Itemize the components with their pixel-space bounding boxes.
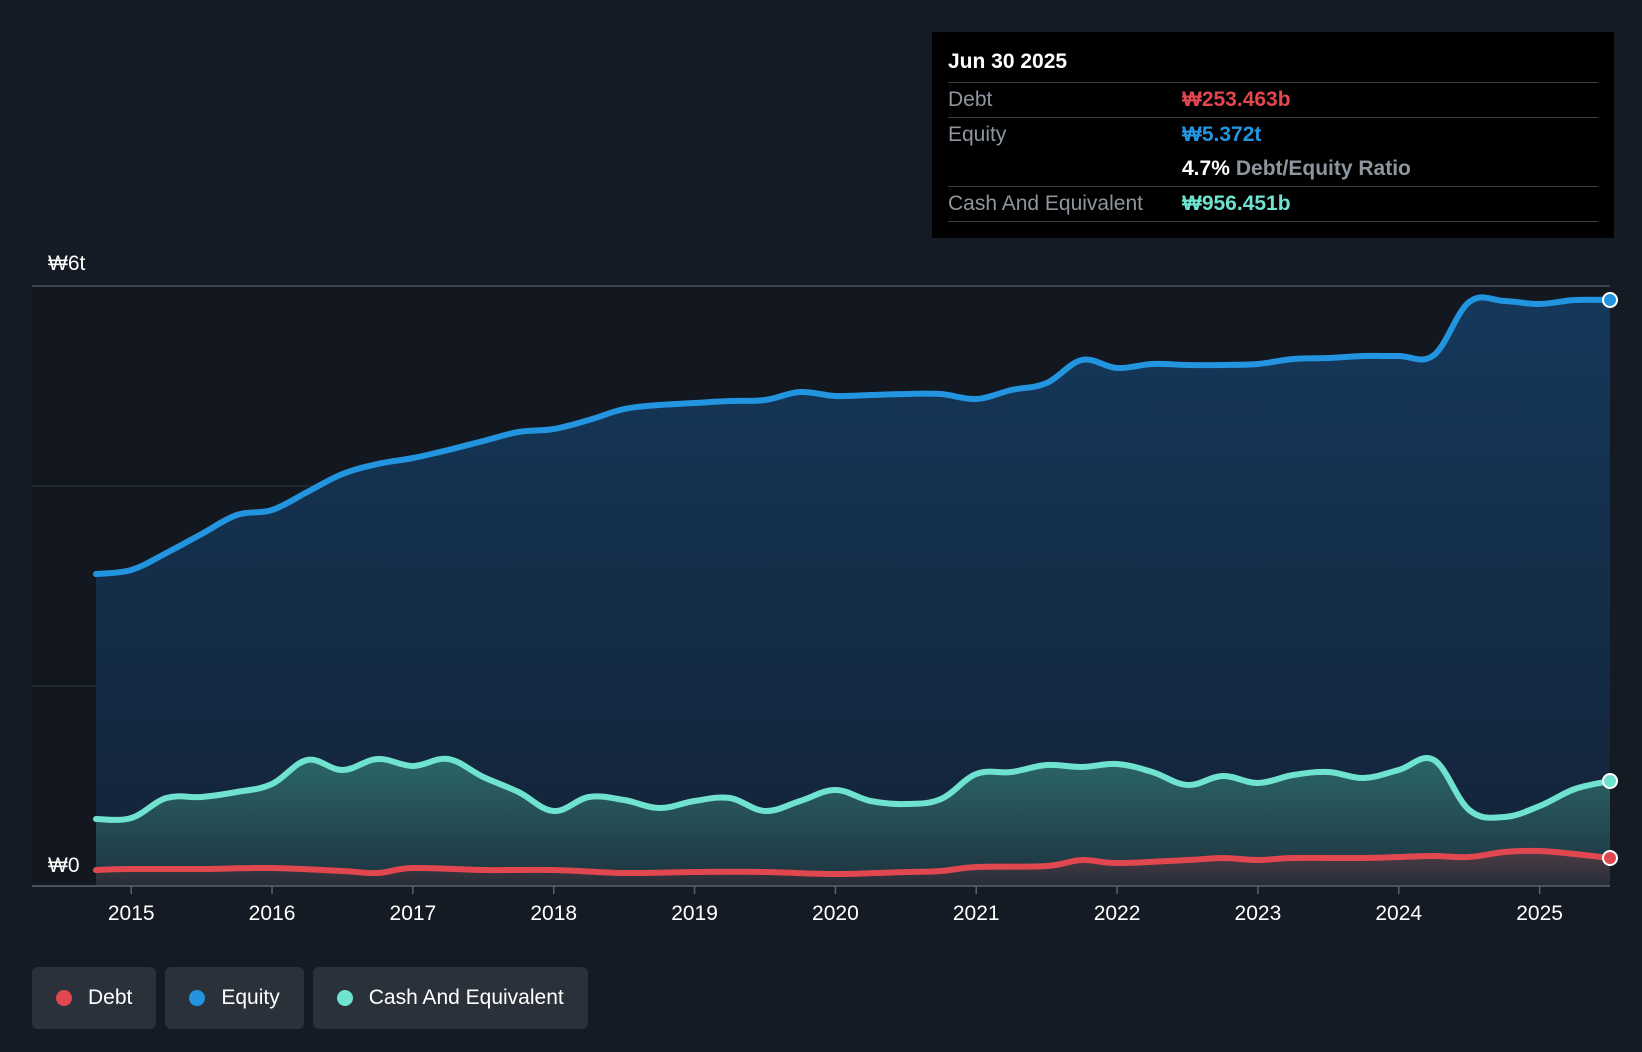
tooltip-equity-label: Equity [948,123,1007,146]
x-tick-label: 2021 [953,902,1000,925]
tooltip-row-equity: Equity ₩5.372t [948,118,1598,152]
debt-line [93,847,1613,877]
legend-label-debt: Debt [88,986,133,1009]
x-tick-label: 2020 [812,902,859,925]
legend-label-cash: Cash And Equivalent [368,986,564,1009]
tooltip-cash-label: Cash And Equivalent [948,192,1143,215]
y-tick-label: ₩0 [48,854,80,877]
legend-item-equity[interactable]: Equity [165,967,304,1029]
legend-dot-debt-icon [56,990,72,1006]
x-tick-label: 2017 [390,902,437,925]
legend-label-equity: Equity [221,986,280,1009]
cash-line [93,755,1613,823]
tooltip-cash-value: ₩956.451b [1182,192,1291,215]
y-tick-label: ₩6t [48,252,86,275]
cash-area [96,757,1610,886]
tooltip-debt-value: ₩253.463b [1182,88,1291,111]
x-tick-label: 2019 [671,902,718,925]
x-tick-label: 2023 [1235,902,1282,925]
legend-dot-equity-icon [189,990,206,1006]
debt-end-marker [1602,850,1618,866]
x-tick-label: 2018 [530,902,577,925]
end-markers [1602,292,1618,866]
legend-item-cash[interactable]: Cash And Equivalent [312,967,588,1029]
tooltip-panel: Jun 30 2025 Debt ₩253.463b Equity ₩5.372… [932,32,1614,238]
legend: Debt Equity Cash And Equivalent [32,967,588,1029]
tooltip-equity-value: ₩5.372t [1182,123,1262,146]
tooltip-row-ratio: 4.7% Debt/Equity Ratio [948,152,1598,187]
legend-item-debt[interactable]: Debt [32,967,157,1029]
tooltip-ratio-label: Debt/Equity Ratio [1235,157,1411,180]
x-tick-label: 2024 [1375,902,1422,925]
legend-dot-cash-icon [336,990,353,1006]
series-lines [93,294,1613,877]
x-tick-label: 2025 [1516,902,1563,925]
tooltip-date: Jun 30 2025 [948,46,1598,83]
x-tick-label: 2016 [249,902,296,925]
equity-end-marker [1602,292,1618,308]
equity-line [93,294,1613,577]
axes: 2015 2016 2017 2018 2019 2020 2021 2022 2023 2024… [32,252,1610,925]
cash-end-marker [1602,773,1618,789]
tooltip-row-cash: Cash And Equivalent ₩956.451b [948,187,1598,222]
tooltip-row-debt: Debt ₩253.463b [948,83,1598,118]
tooltip-debt-label: Debt [948,88,993,111]
tooltip-ratio-value: 4.7% [1182,157,1230,180]
x-tick-label: 2022 [1094,902,1141,925]
x-tick-label: 2015 [108,902,155,925]
